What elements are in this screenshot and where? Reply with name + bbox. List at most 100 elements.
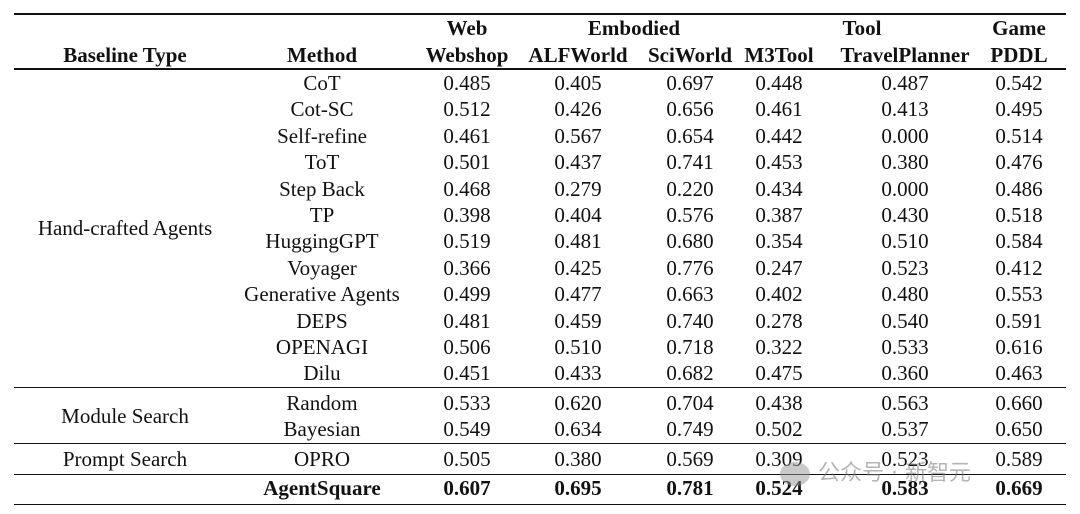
value-cell: 0.402 <box>755 282 803 307</box>
column-header: Baseline Type <box>63 43 187 67</box>
method-cell: AgentSquare <box>263 476 381 500</box>
value-cell: 0.697 <box>666 71 714 95</box>
value-cell: 0.514 <box>995 123 1043 148</box>
value-cell: 0.413 <box>881 97 929 122</box>
group-header: Web <box>446 16 488 40</box>
wechat-logo-icon <box>780 462 810 486</box>
column-header: ALFWorld <box>528 43 628 67</box>
value-cell: 0.278 <box>755 308 803 333</box>
value-cell: 0.247 <box>755 255 803 280</box>
column-header: TravelPlanner <box>840 43 970 67</box>
value-cell: 0.650 <box>995 417 1043 442</box>
value-cell: 0.669 <box>995 476 1043 500</box>
value-cell: 0.680 <box>666 229 714 254</box>
value-cell: 0.486 <box>995 176 1043 201</box>
value-cell: 0.660 <box>995 390 1043 415</box>
value-cell: 0.366 <box>443 255 491 280</box>
baseline-type-cell: Hand-crafted Agents <box>37 216 213 241</box>
value-cell: 0.776 <box>666 255 714 280</box>
method-cell: Random <box>286 390 358 415</box>
value-cell: 0.476 <box>995 150 1043 175</box>
value-cell: 0.438 <box>755 390 803 415</box>
value-cell: 0.740 <box>666 308 714 333</box>
group-header: Game <box>992 16 1046 40</box>
value-cell: 0.000 <box>881 123 929 148</box>
value-cell: 0.463 <box>995 361 1043 386</box>
value-cell: 0.480 <box>881 282 929 307</box>
table-rule <box>14 473 1066 475</box>
value-cell: 0.380 <box>881 150 929 175</box>
value-cell: 0.380 <box>554 446 602 471</box>
value-cell: 0.781 <box>666 476 714 500</box>
value-cell: 0.576 <box>666 203 714 227</box>
method-cell: HuggingGPT <box>265 229 379 254</box>
value-cell: 0.540 <box>881 308 929 333</box>
method-cell: Voyager <box>287 255 357 280</box>
value-cell: 0.502 <box>755 417 803 442</box>
value-cell: 0.656 <box>666 97 714 122</box>
method-cell: ToT <box>304 150 340 175</box>
value-cell: 0.405 <box>554 71 602 95</box>
value-cell: 0.523 <box>881 255 929 280</box>
value-cell: 0.510 <box>554 335 602 359</box>
value-cell: 0.584 <box>995 229 1043 254</box>
value-cell: 0.426 <box>554 97 602 122</box>
value-cell: 0.549 <box>443 417 491 442</box>
value-cell: 0.567 <box>554 123 602 148</box>
method-cell: Dilu <box>303 361 341 386</box>
column-header: Webshop <box>425 43 509 67</box>
value-cell: 0.425 <box>554 255 602 280</box>
value-cell: 0.542 <box>995 71 1043 95</box>
value-cell: 0.512 <box>443 97 491 122</box>
value-cell: 0.506 <box>443 335 491 359</box>
value-cell: 0.553 <box>995 282 1043 307</box>
table-rule <box>14 387 1066 389</box>
value-cell: 0.663 <box>666 282 714 307</box>
value-cell: 0.523 <box>881 446 929 471</box>
method-cell: CoT <box>303 71 341 95</box>
method-cell: TP <box>309 203 335 227</box>
method-cell: Bayesian <box>283 417 361 442</box>
value-cell: 0.481 <box>443 308 491 333</box>
baseline-type-cell: Module Search <box>61 404 189 428</box>
value-cell: 0.518 <box>995 203 1043 227</box>
value-cell: 0.398 <box>443 203 491 227</box>
method-cell: Generative Agents <box>244 282 400 307</box>
watermark-text: 公众号 · 新智元 <box>818 461 971 486</box>
value-cell: 0.537 <box>881 417 929 442</box>
value-cell: 0.481 <box>554 229 602 254</box>
value-cell: 0.354 <box>755 229 803 254</box>
value-cell: 0.749 <box>666 417 714 442</box>
value-cell: 0.501 <box>443 150 491 175</box>
column-header: M3Tool <box>744 43 814 67</box>
watermark: 公众号 · 新智元 <box>780 455 971 487</box>
value-cell: 0.607 <box>443 476 491 500</box>
value-cell: 0.437 <box>554 150 602 175</box>
value-cell: 0.533 <box>443 390 491 415</box>
value-cell: 0.704 <box>666 390 714 415</box>
group-header: Tool <box>842 16 882 40</box>
method-cell: Step Back <box>279 176 365 201</box>
table-rule <box>14 443 1066 445</box>
baseline-type-cell: Prompt Search <box>62 446 188 471</box>
value-cell: 0.682 <box>666 361 714 386</box>
value-cell: 0.461 <box>443 123 491 148</box>
value-cell: 0.485 <box>443 71 491 95</box>
value-cell: 0.569 <box>666 446 714 471</box>
value-cell: 0.591 <box>995 308 1043 333</box>
value-cell: 0.634 <box>554 417 602 442</box>
value-cell: 0.000 <box>881 176 929 201</box>
value-cell: 0.459 <box>554 308 602 333</box>
method-cell: Self-refine <box>277 123 367 148</box>
value-cell: 0.563 <box>881 390 929 415</box>
value-cell: 0.519 <box>443 229 491 254</box>
value-cell: 0.616 <box>995 335 1043 359</box>
value-cell: 0.360 <box>881 361 929 386</box>
value-cell: 0.654 <box>666 123 714 148</box>
value-cell: 0.220 <box>666 176 714 201</box>
column-header: Method <box>287 43 357 67</box>
column-header: PDDL <box>990 43 1048 67</box>
value-cell: 0.505 <box>443 446 491 471</box>
value-cell: 0.453 <box>755 150 803 175</box>
value-cell: 0.495 <box>995 97 1043 122</box>
